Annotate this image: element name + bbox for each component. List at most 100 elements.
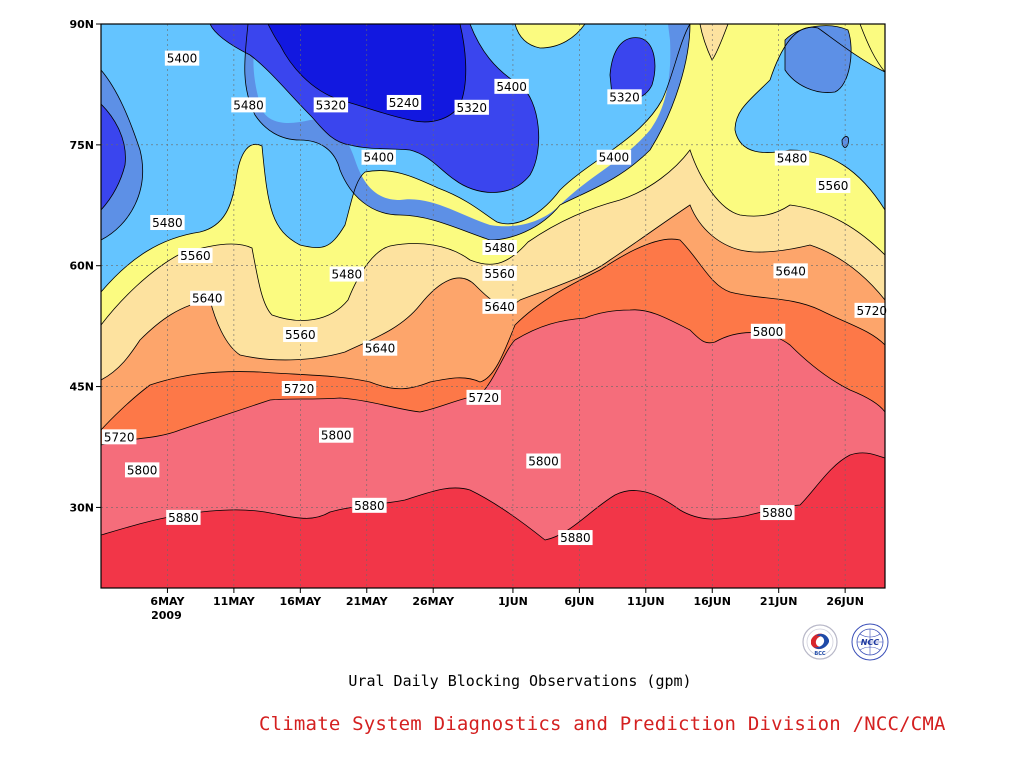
contour-label-23: 5720: [281, 380, 317, 396]
contour-label-box: [164, 50, 200, 66]
contour-label-text: 5720: [104, 430, 135, 444]
band-yellow-top-right: [860, 24, 885, 72]
contour-label-13: 5640: [190, 290, 225, 306]
contour-label-18: 5560: [283, 327, 318, 343]
contour-5720: [101, 238, 885, 431]
contour-label-box: [815, 177, 851, 193]
contour-label-text: 5560: [818, 179, 849, 193]
contour-5560: [101, 149, 885, 326]
contour-label-text: 5880: [168, 511, 199, 525]
contour-label-12: 5560: [178, 248, 213, 264]
contour-label-5: 5400: [494, 78, 529, 94]
contour-label-30: 5880: [352, 497, 387, 513]
x-tick-label-4: 26MAY: [412, 595, 455, 608]
contour-label-text: 5880: [560, 531, 591, 545]
contour-label-19: 5640: [362, 340, 398, 356]
x-tick-label-9: 21JUN: [760, 595, 798, 608]
contour-label-text: 5480: [484, 241, 515, 255]
contour-label-text: 5480: [152, 216, 183, 230]
contour-label-27: 5800: [124, 462, 160, 478]
x-tick-label-1: 11MAY: [213, 595, 256, 608]
contour-label-box: [750, 323, 786, 339]
contour-label-box: [466, 389, 501, 405]
contour-label-20: 5640: [773, 263, 808, 279]
contour-label-text: 5800: [127, 463, 158, 477]
y-tick-label-0: 90N: [69, 18, 94, 31]
contour-label-box: [526, 453, 561, 469]
contour-label-text: 5400: [599, 151, 630, 165]
band-below-5400-left: [101, 24, 690, 240]
contour-label-box: [773, 263, 808, 279]
contour-label-text: 5320: [316, 98, 347, 112]
contour-label-box: [352, 497, 387, 513]
contour-label-text: 5720: [468, 391, 499, 405]
contour-label-box: [607, 89, 642, 105]
ncc-logo: NCC: [851, 623, 889, 661]
contour-label-4: 5320: [454, 99, 489, 115]
contour-label-text: 5400: [167, 52, 198, 66]
x-axis: 6MAY 11MAY 16MAY 21MAY 26MAY 1JUN 6JUN 11JUN 16J…: [150, 588, 864, 608]
contour-label-box: [454, 99, 489, 115]
contour-label-text: 5400: [496, 80, 527, 94]
contour-label-text: 5720: [856, 304, 887, 318]
contour-label-text: 5880: [762, 506, 793, 520]
contour-label-22: 5800: [750, 323, 786, 339]
contour-label-box: [482, 265, 517, 281]
contour-blob-right: [841, 136, 849, 148]
credit-line: Climate System Diagnostics and Predictio…: [259, 713, 946, 735]
bcc-logo: BCC: [802, 624, 838, 660]
contour-label-0: 5400: [164, 50, 200, 66]
contour-5480: [101, 24, 885, 293]
contour-label-16: 5560: [482, 265, 517, 281]
x-tick-label-7: 11JUN: [627, 595, 665, 608]
contour-label-box: [482, 298, 517, 314]
x-tick-label-3: 21MAY: [346, 595, 389, 608]
band-5320-core-right: [610, 37, 655, 101]
contour-label-box: [166, 509, 201, 525]
contour-label-box: [319, 427, 354, 443]
contour-label-box: [231, 97, 266, 113]
y-axis: 90N 75N 60N 45N 30N: [69, 18, 101, 514]
contour-label-box: [361, 149, 396, 165]
contour-5880: [101, 452, 885, 541]
contour-label-32: 5880: [760, 505, 795, 521]
y-tick-label-1: 75N: [69, 139, 94, 152]
band-yellow-top-mid: [515, 24, 585, 48]
contour-label-box: [313, 97, 349, 113]
contour-label-text: 5800: [321, 429, 352, 443]
x-tick-label-8: 16JUN: [693, 595, 731, 608]
contour-label-24: 5720: [466, 389, 501, 405]
contour-label-box: [760, 505, 795, 521]
contour-label-box: [150, 215, 185, 231]
contour-label-box: [329, 266, 365, 282]
x-tick-label-10: 26JUN: [826, 595, 864, 608]
y-tick-label-3: 45N: [69, 381, 94, 394]
contour-label-text: 5480: [233, 98, 264, 112]
band-5560-right-pocket: [700, 24, 728, 60]
contour-label-box: [774, 150, 810, 166]
contour-label-25: 5720: [102, 429, 137, 445]
contour-label-text: 5640: [484, 300, 515, 314]
contour-label-box: [190, 290, 225, 306]
contour-label-29: 5880: [166, 509, 201, 525]
svg-text:NCC: NCC: [861, 638, 880, 647]
y-tick-label-2: 60N: [69, 260, 94, 273]
contour-label-21: 5720: [854, 302, 889, 318]
contour-label-text: 5400: [363, 151, 394, 165]
y-tick-label-4: 30N: [69, 501, 94, 514]
svg-text:BCC: BCC: [814, 651, 825, 657]
x-tick-label-5: 1JUN: [498, 595, 528, 608]
contour-label-text: 5880: [354, 499, 385, 513]
contour-label-text: 5560: [484, 267, 515, 281]
contour-label-28: 5800: [526, 453, 561, 469]
band-5880-up: [101, 452, 885, 588]
contour-label-text: 5320: [609, 90, 640, 104]
contour-label-text: 5640: [192, 292, 223, 306]
contour-label-text: 5480: [777, 152, 808, 166]
contour-label-14: 5480: [329, 266, 365, 282]
contour-label-3: 5240: [386, 94, 422, 110]
contour-label-text: 5240: [389, 96, 420, 110]
contour-label-17: 5640: [482, 298, 517, 314]
x-tick-label-6: 6JUN: [564, 595, 594, 608]
